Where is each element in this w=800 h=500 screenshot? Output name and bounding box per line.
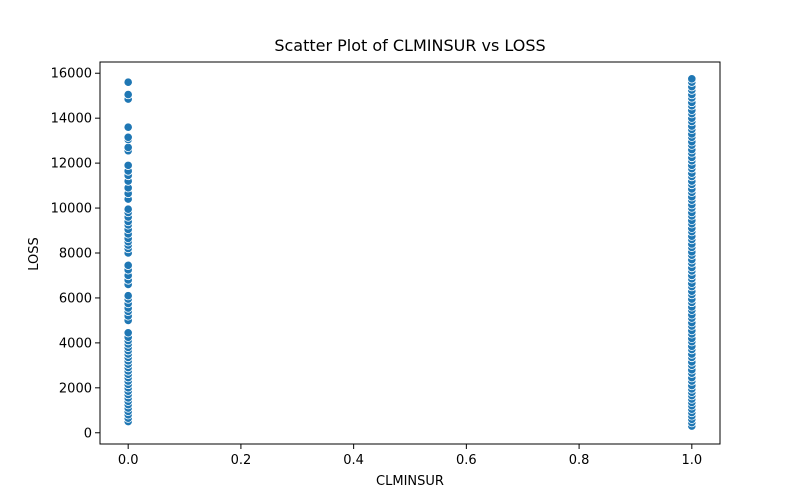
x-tick-label: 0.0 bbox=[118, 453, 139, 468]
y-tick-label: 14000 bbox=[51, 112, 92, 127]
x-tick-label: 0.8 bbox=[569, 453, 590, 468]
y-tick-label: 2000 bbox=[59, 381, 92, 396]
scatter-point bbox=[123, 328, 133, 338]
x-tick-label: 0.6 bbox=[456, 453, 477, 468]
y-tick-label: 12000 bbox=[51, 157, 92, 172]
y-tick-label: 16000 bbox=[51, 67, 92, 82]
scatter-point bbox=[123, 132, 133, 142]
y-axis-label: LOSS bbox=[27, 237, 42, 271]
x-axis-ticks: 0.0 0.2 0.4 0.6 0.8 1.0 bbox=[118, 444, 702, 468]
scatter-point bbox=[123, 160, 133, 170]
x-tick-label: 1.0 bbox=[681, 453, 702, 468]
scatter-point bbox=[123, 260, 133, 270]
y-axis-ticks: 0 2000 4000 6000 8000 10000 12000 14000 16000 bbox=[51, 67, 100, 441]
y-tick-label: 8000 bbox=[59, 247, 92, 262]
x-tick-label: 0.2 bbox=[231, 453, 252, 468]
x-axis-label: CLMINSUR bbox=[376, 474, 444, 489]
y-tick-label: 4000 bbox=[59, 336, 92, 351]
scatter-point bbox=[123, 204, 133, 214]
y-tick-label: 6000 bbox=[59, 291, 92, 306]
x-tick-label: 0.4 bbox=[343, 453, 364, 468]
points-layer bbox=[123, 74, 697, 431]
scatter-point bbox=[123, 122, 133, 132]
scatter-point bbox=[123, 77, 133, 87]
scatter-point bbox=[123, 142, 133, 152]
y-tick-label: 0 bbox=[84, 426, 92, 441]
scatter-point bbox=[123, 89, 133, 100]
scatter-point bbox=[123, 291, 133, 301]
y-tick-label: 10000 bbox=[51, 202, 92, 217]
scatter-point bbox=[687, 74, 697, 84]
chart-title: Scatter Plot of CLMINSUR vs LOSS bbox=[274, 36, 545, 55]
